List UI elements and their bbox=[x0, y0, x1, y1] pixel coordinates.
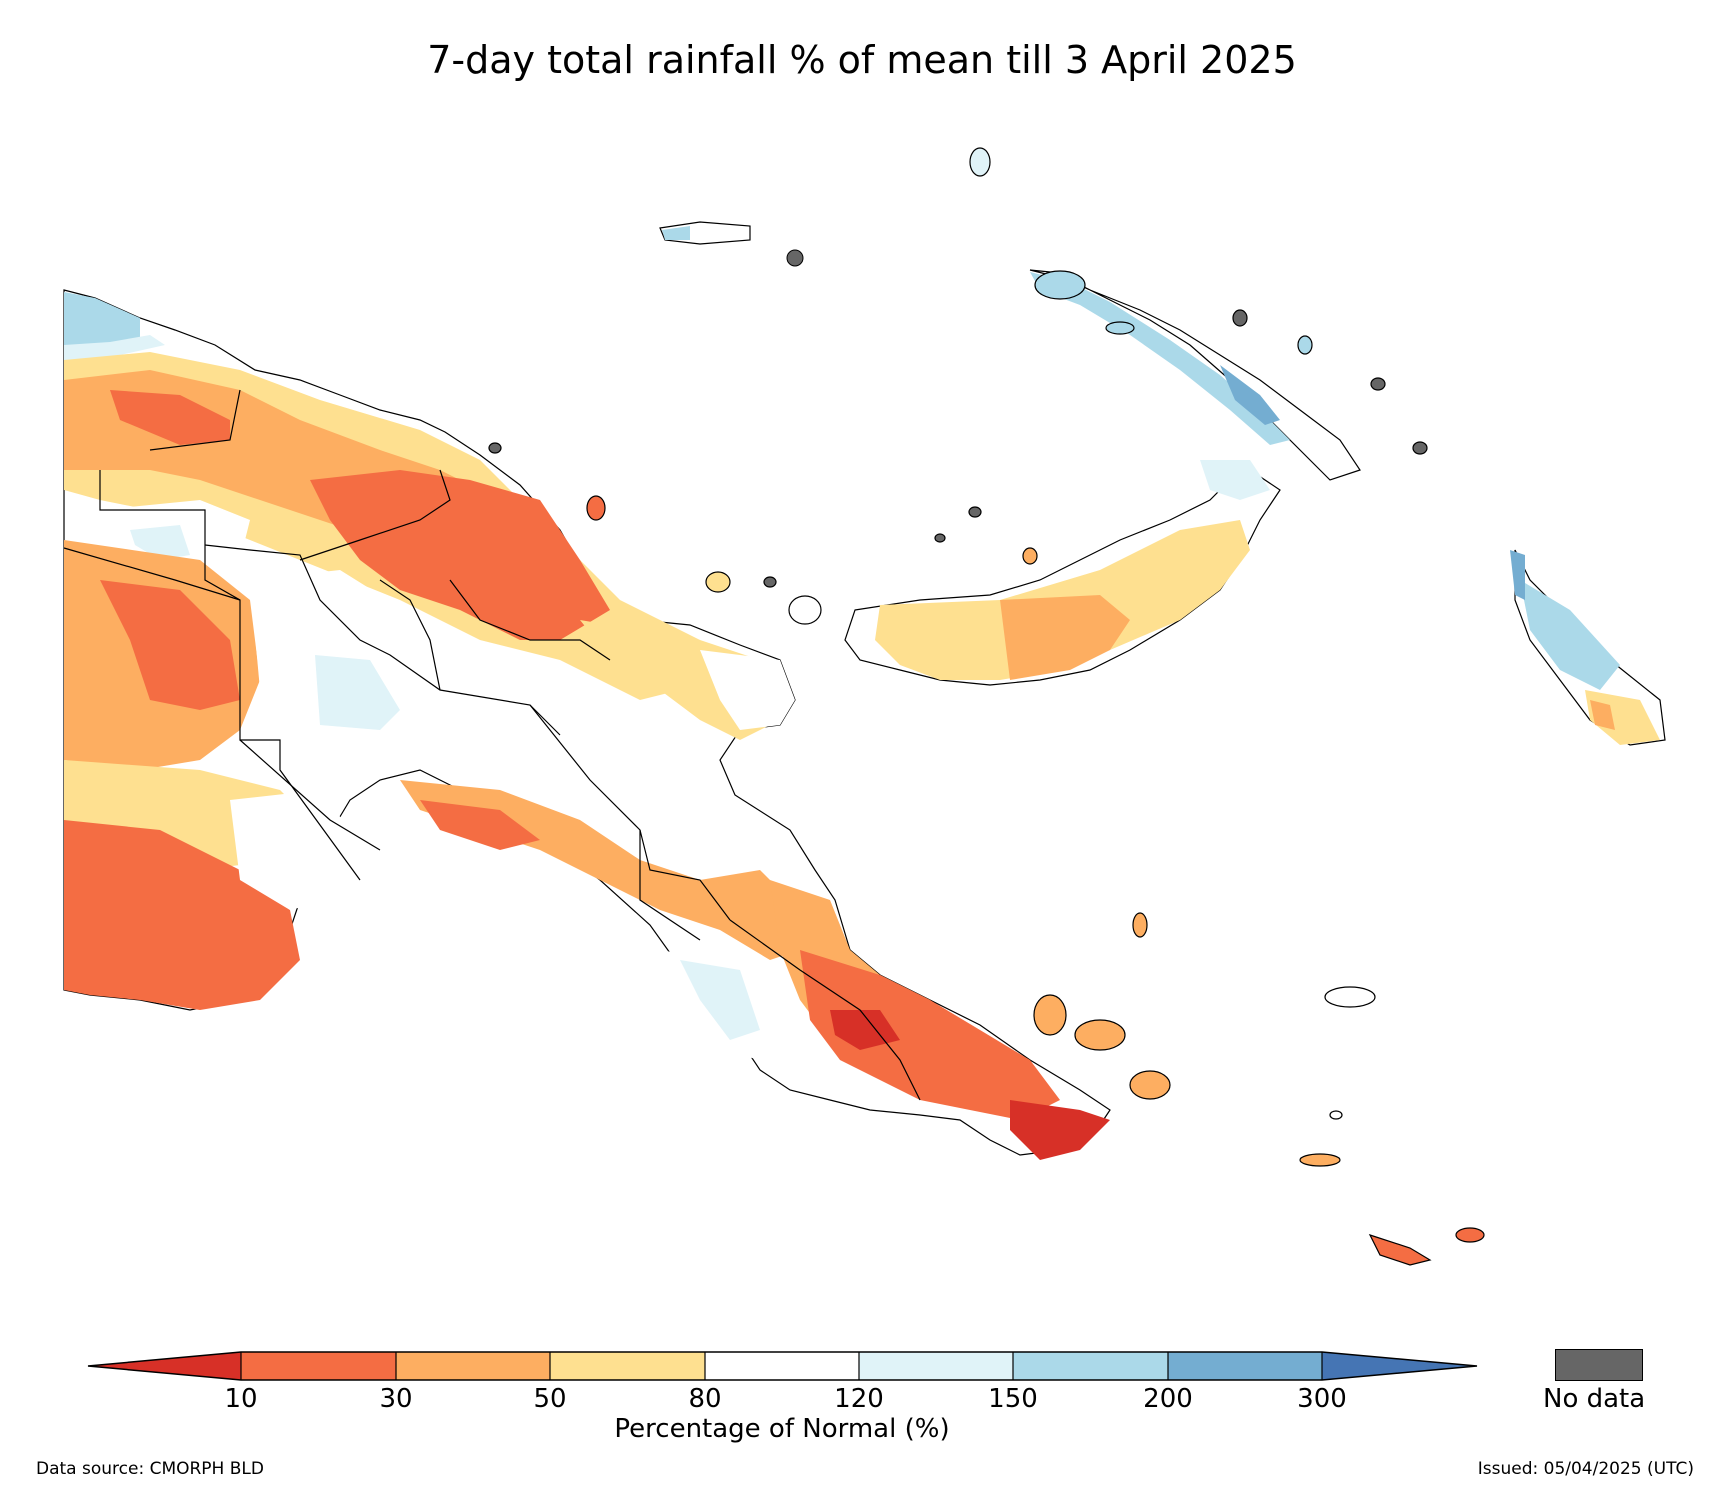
no-data-label: No data bbox=[1543, 1384, 1646, 1414]
new-ireland bbox=[1029, 269, 1361, 481]
colorbar-tick: 300 bbox=[1297, 1384, 1347, 1414]
bougainville bbox=[1510, 549, 1666, 746]
zone-darkred-southeast-a bbox=[830, 1010, 900, 1050]
colorbar-tick: 80 bbox=[688, 1384, 722, 1414]
zone-red-central bbox=[310, 470, 610, 640]
colorbar-tick: 200 bbox=[1143, 1384, 1193, 1414]
colorbar-tick: 10 bbox=[224, 1384, 258, 1414]
zone-lightblue-gulf bbox=[680, 960, 760, 1040]
zone-white-southwest bbox=[230, 790, 350, 910]
zone-red-north bbox=[110, 390, 230, 445]
new-britain-orange bbox=[1000, 595, 1130, 680]
colorbar-tick: 120 bbox=[834, 1384, 884, 1414]
colorbar-seg-5 bbox=[859, 1352, 1013, 1380]
colorbar-seg-0 bbox=[88, 1352, 241, 1380]
zone-darkred-southeast-b bbox=[1010, 1100, 1110, 1160]
colorbar-seg-1 bbox=[241, 1352, 396, 1380]
province-borders bbox=[63, 389, 921, 1101]
zone-red-southeast bbox=[800, 950, 1060, 1120]
colorbar-seg-4 bbox=[705, 1352, 859, 1380]
small-islands bbox=[488, 147, 1428, 1120]
mainland bbox=[63, 289, 1111, 1160]
colorbar-seg-3 bbox=[550, 1352, 705, 1380]
zone-lightblue-central bbox=[315, 655, 400, 730]
new-britain-lightblue bbox=[1200, 460, 1270, 500]
zone-white-central bbox=[250, 570, 450, 745]
map-title: 7-day total rainfall % of mean till 3 Ap… bbox=[427, 38, 1297, 82]
zone-lightblue-nw bbox=[64, 335, 165, 365]
new-britain bbox=[844, 460, 1281, 686]
colorbar-tick: 150 bbox=[988, 1384, 1038, 1414]
zone-red-west bbox=[100, 580, 240, 710]
dentrecasteaux-islands bbox=[1033, 912, 1171, 1100]
zone-lightblue-west bbox=[130, 525, 190, 560]
data-source: Data source: CMORPH BLD bbox=[36, 1459, 264, 1479]
zone-white-east bbox=[700, 650, 795, 730]
new-ireland-darkblue bbox=[1220, 365, 1280, 425]
colorbar-seg-8 bbox=[1322, 1352, 1477, 1380]
manus bbox=[659, 221, 804, 267]
louisiade-islands bbox=[1299, 1153, 1485, 1266]
colorbar-tick: 30 bbox=[379, 1384, 413, 1414]
colorbar-seg-2 bbox=[396, 1352, 550, 1380]
zone-red-south-coast bbox=[420, 800, 540, 850]
zone-red-southwest bbox=[64, 820, 300, 1010]
no-data-swatch bbox=[1555, 1349, 1643, 1381]
zone-blue-nw bbox=[64, 292, 140, 350]
colorbar-tick: 50 bbox=[533, 1384, 567, 1414]
colorbar-dividers bbox=[240, 1352, 1323, 1380]
issued-date: Issued: 05/04/2025 (UTC) bbox=[1477, 1459, 1694, 1479]
new-ireland-blue bbox=[1030, 272, 1290, 445]
colorbar-seg-7 bbox=[1168, 1352, 1322, 1380]
colorbar-label: Percentage of Normal (%) bbox=[614, 1414, 950, 1444]
colorbar-seg-6 bbox=[1013, 1352, 1168, 1380]
rainfall-map bbox=[63, 147, 1666, 1266]
